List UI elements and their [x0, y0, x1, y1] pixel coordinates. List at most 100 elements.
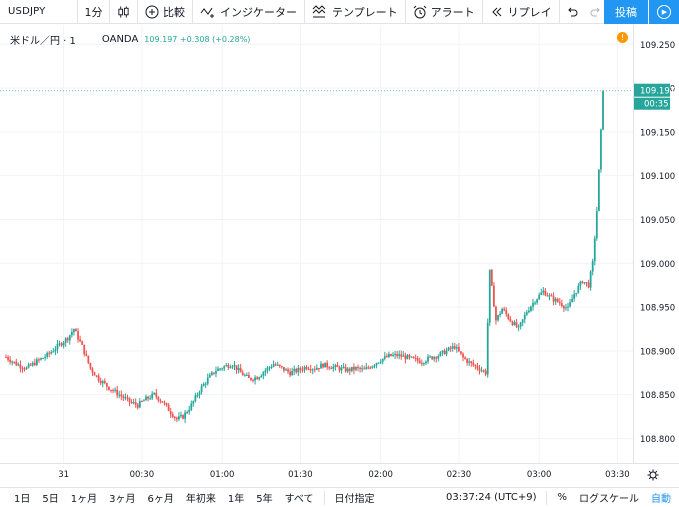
candle-body [97, 375, 100, 381]
range-ytd[interactable]: 年初来 [185, 494, 216, 505]
range-5d[interactable]: 5日 [42, 494, 59, 505]
range-1m[interactable]: 1ヶ月 [70, 494, 98, 505]
templates-button[interactable]: テンプレート [305, 0, 406, 24]
candle-body [256, 377, 259, 380]
candle-body [89, 362, 92, 369]
chart-type-button[interactable] [110, 0, 138, 24]
candle-body [285, 369, 287, 371]
candle-body [585, 282, 588, 284]
replay-button[interactable]: リプレイ [483, 0, 560, 24]
candle-body [233, 365, 236, 367]
range-1d[interactable]: 1日 [14, 494, 31, 505]
range-all[interactable]: すべて [284, 494, 314, 505]
price-chart[interactable]: 109.250109.200109.150109.100109.050109.0… [0, 25, 679, 487]
candle-body [248, 375, 250, 378]
publish-button[interactable]: 投稿 [604, 0, 648, 24]
candle-body [468, 361, 471, 363]
top-toolbar: USDJPY 1分 比較 インジケーター テンプレート アラート リプレイ [0, 0, 679, 24]
candle-body [66, 338, 69, 341]
time-tick-label: 03:30 [605, 470, 630, 480]
legend-price-change: 109.197 +0.308 (+0.28%) [144, 35, 251, 44]
goto-date-button[interactable]: 日付指定 [334, 494, 375, 505]
candle-body [460, 351, 462, 354]
candle-body [499, 313, 501, 316]
candle-body [272, 364, 275, 367]
candle-body [416, 358, 419, 361]
candle-body [542, 290, 545, 293]
candle-body [260, 375, 263, 378]
candle-body [293, 369, 296, 372]
candle-body [138, 401, 141, 408]
rewind-icon [491, 7, 502, 16]
candle-body [371, 366, 374, 369]
interval-button[interactable]: 1分 [78, 0, 110, 24]
redo-button[interactable] [584, 0, 608, 24]
candle-body [301, 369, 304, 371]
candle-body [182, 415, 184, 419]
candle-body [311, 369, 314, 371]
live-stream-button[interactable]: ▶ [649, 0, 679, 24]
candle-body [320, 363, 322, 369]
warning-icon[interactable]: ! [617, 32, 628, 43]
candle-body [221, 368, 224, 370]
candle-body [23, 368, 26, 370]
undo-button[interactable] [560, 0, 584, 24]
candle-body [278, 364, 281, 367]
percent-scale-toggle[interactable]: % [557, 492, 567, 503]
candle-body [91, 368, 94, 373]
candle-body [346, 368, 349, 372]
candle-body [299, 368, 302, 370]
candle-body [289, 371, 291, 376]
candle-body [414, 358, 417, 360]
indicators-button[interactable]: インジケーター [193, 0, 305, 24]
candle-body [332, 366, 335, 369]
candle-body [476, 365, 479, 369]
plus-circle-icon [145, 5, 159, 18]
candle-body [472, 363, 475, 366]
candle-body [184, 412, 186, 419]
range-3m[interactable]: 3ヶ月 [109, 494, 136, 505]
candle-body [25, 367, 28, 370]
candle-body [40, 358, 42, 360]
candle-body [252, 379, 254, 381]
candle-body [17, 364, 20, 366]
time-zone-button[interactable]: 03:37:24 (UTC+9) [446, 492, 537, 503]
candle-body [357, 367, 359, 369]
candle-body [486, 322, 489, 375]
candle-body [44, 356, 47, 358]
candle-body [429, 356, 431, 358]
auto-scale-toggle[interactable]: 自動 [651, 494, 671, 505]
candle-body [503, 308, 506, 311]
play-icon: ▶ [657, 5, 671, 19]
candle-body [344, 366, 347, 372]
settings-gear-icon[interactable] [647, 469, 659, 481]
candle-body [597, 169, 600, 212]
candle-body [408, 355, 411, 357]
candle-body [15, 361, 18, 366]
candle-body [480, 370, 483, 372]
range-5y[interactable]: 5年 [256, 494, 273, 505]
candle-body [544, 290, 547, 296]
symbol-search[interactable]: USDJPY [0, 0, 78, 24]
candle-body [445, 350, 448, 355]
candle-body [470, 361, 473, 364]
redo-icon [590, 7, 600, 16]
candle-body [11, 361, 14, 363]
candle-body [330, 368, 333, 370]
log-scale-toggle[interactable]: ログスケール [579, 494, 639, 505]
candle-body [441, 350, 444, 353]
divider [546, 490, 548, 505]
candle-body [87, 355, 90, 363]
candle-body [410, 356, 413, 358]
candle-body [365, 367, 368, 370]
range-1y[interactable]: 1年 [227, 494, 245, 505]
candle-body [35, 359, 38, 365]
candle-body [283, 367, 285, 371]
alert-button[interactable]: アラート [406, 0, 483, 24]
candle-body [48, 352, 51, 354]
templates-label: テンプレート [332, 5, 398, 19]
candle-body [215, 370, 217, 374]
range-6m[interactable]: 6ヶ月 [147, 494, 174, 505]
compare-button[interactable]: 比較 [138, 0, 193, 24]
templates-icon [312, 4, 326, 17]
